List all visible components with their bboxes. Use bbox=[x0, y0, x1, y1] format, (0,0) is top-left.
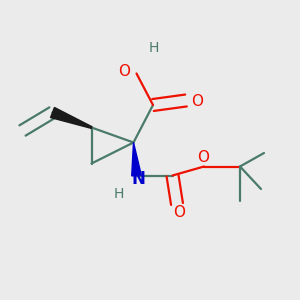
Text: O: O bbox=[173, 205, 185, 220]
Text: O: O bbox=[118, 64, 130, 80]
Polygon shape bbox=[51, 107, 92, 128]
Text: O: O bbox=[191, 94, 203, 110]
Polygon shape bbox=[132, 142, 141, 176]
Text: O: O bbox=[197, 150, 209, 165]
Text: N: N bbox=[131, 169, 145, 188]
Text: H: H bbox=[113, 187, 124, 200]
Text: H: H bbox=[148, 41, 159, 55]
